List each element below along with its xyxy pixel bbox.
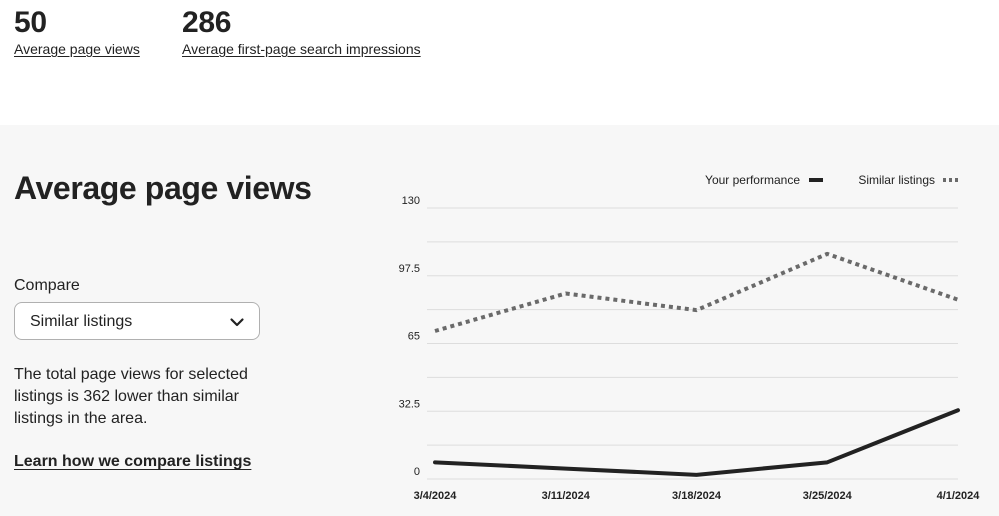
legend-label: Your performance <box>705 173 800 187</box>
stat-value: 50 <box>14 6 47 39</box>
comparison-summary: The total page views for selected listin… <box>14 366 248 427</box>
compare-dropdown[interactable]: Similar listings <box>14 302 260 340</box>
y-tick-label: 130 <box>402 195 420 207</box>
summary-stats: 50 Average page views 286 Average first-… <box>0 0 999 125</box>
stat-search-impressions: 286 Average first-page search impression… <box>182 6 421 58</box>
learn-compare-link[interactable]: Learn how we compare listings <box>14 453 252 470</box>
compare-selected-value: Similar listings <box>30 313 133 330</box>
stat-value: 286 <box>182 6 232 39</box>
y-tick-label: 65 <box>408 331 420 343</box>
line-chart: 0 32.5 65 97.5 130 3/4/2024 3/11/2024 3/18/2024… <box>399 173 981 502</box>
x-tick-label: 3/4/2024 <box>414 490 458 502</box>
y-tick-label: 97.5 <box>399 263 420 275</box>
compare-label: Compare <box>14 277 80 294</box>
y-tick-label: 32.5 <box>399 398 420 410</box>
x-tick-label: 3/11/2024 <box>542 490 591 502</box>
y-tick-label: 0 <box>414 466 420 478</box>
series-similar-listings-line <box>434 251 959 333</box>
legend-label: Similar listings <box>858 173 935 187</box>
x-tick-label: 4/1/2024 <box>937 490 981 502</box>
x-tick-label: 3/25/2024 <box>803 490 853 502</box>
x-tick-label: 3/18/2024 <box>672 490 722 502</box>
series-your-performance-line <box>433 408 960 477</box>
section-title: Average page views <box>14 170 312 206</box>
chart-panel: Average page views Compare Similar listi… <box>0 125 999 516</box>
stat-page-views: 50 Average page views <box>14 6 140 58</box>
stat-label-link[interactable]: Average first-page search impressions <box>182 41 421 57</box>
stat-label-link[interactable]: Average page views <box>14 41 140 57</box>
chevron-down-icon <box>230 318 244 327</box>
